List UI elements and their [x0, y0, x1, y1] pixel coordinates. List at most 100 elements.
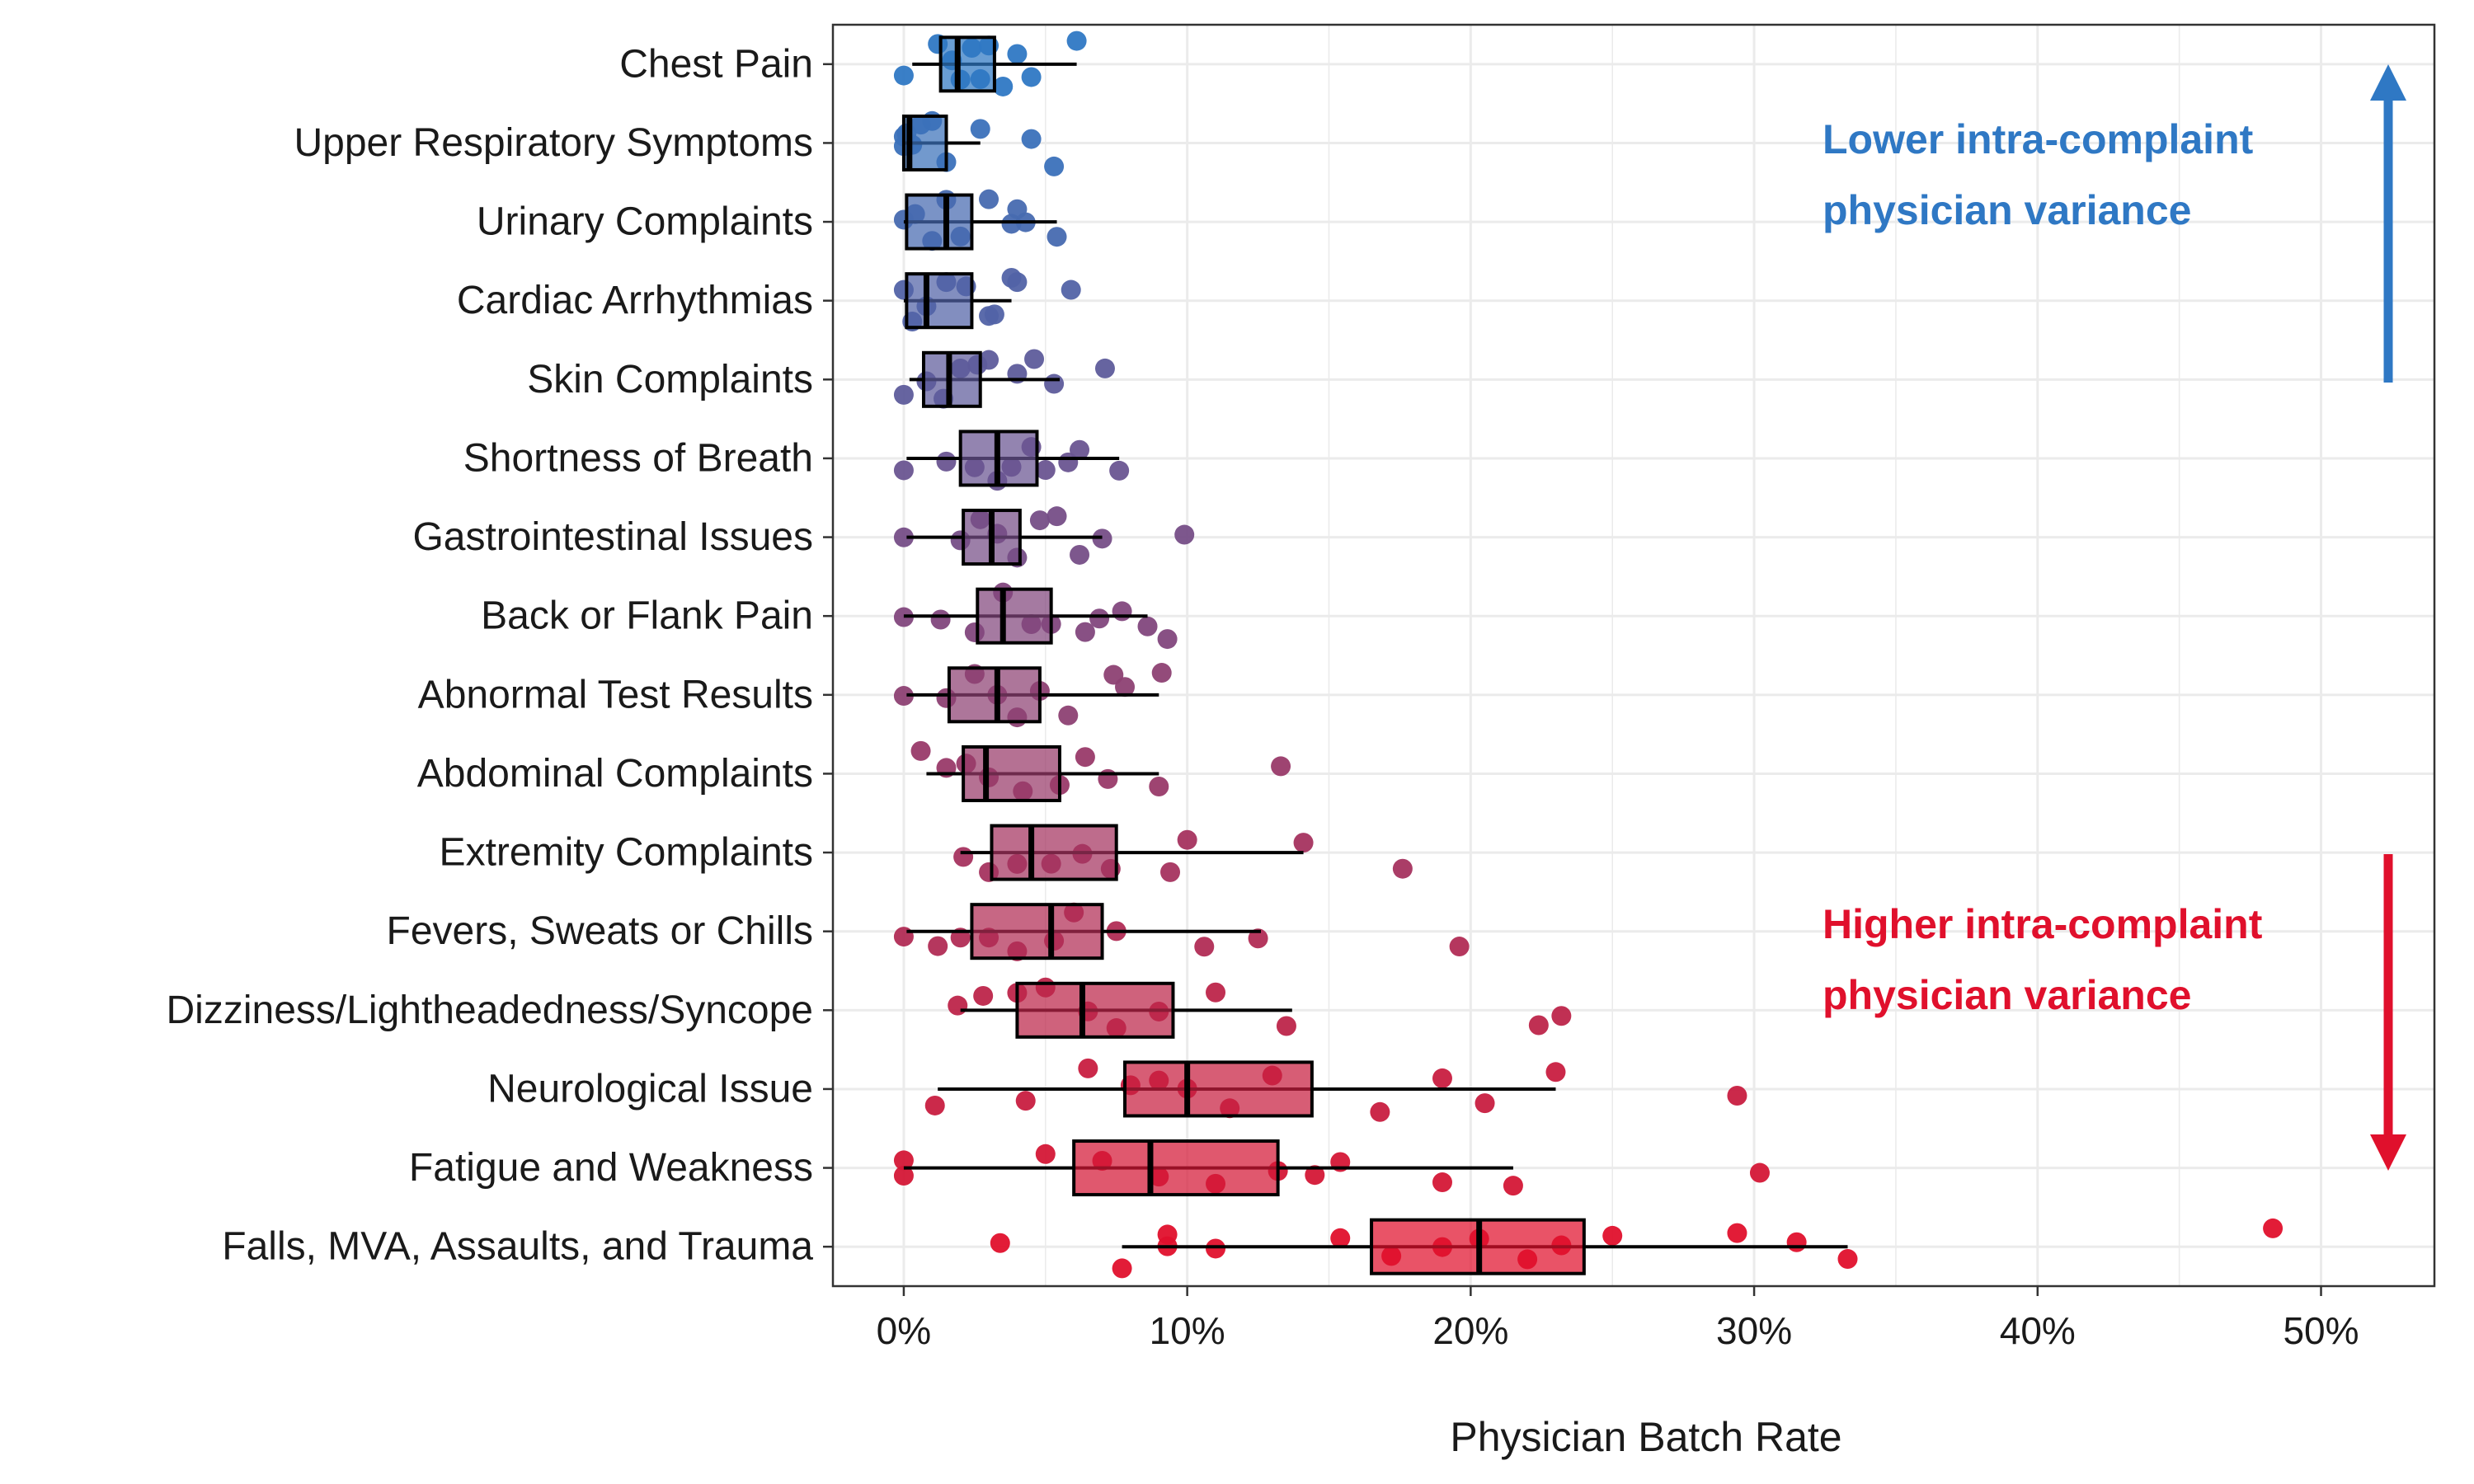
category-group: [893, 189, 1067, 251]
data-point: [1602, 1225, 1623, 1246]
data-point: [1061, 279, 1081, 300]
data-point: [1015, 1091, 1036, 1111]
data-point: [893, 927, 914, 947]
data-point: [1449, 937, 1470, 957]
plot-background: [833, 25, 2434, 1286]
data-point: [1035, 460, 1056, 481]
x-axis-title: Physician Batch Rate: [1450, 1414, 1841, 1460]
data-point: [1194, 937, 1215, 957]
category-label: Back or Flank Pain: [481, 594, 813, 638]
category-group: [893, 902, 1470, 961]
data-point: [1503, 1176, 1523, 1196]
box: [962, 744, 1061, 802]
category-group: [893, 430, 1130, 491]
category-group: [910, 740, 1291, 802]
data-point: [1151, 663, 1172, 683]
plot-border: [831, 23, 2436, 1288]
category-label: Falls, MVA, Assaults, and Trauma: [222, 1225, 813, 1269]
box: [976, 587, 1053, 645]
data-point: [979, 350, 999, 370]
data-point: [1786, 1232, 1807, 1252]
category-label: Abnormal Test Results: [418, 673, 813, 716]
category-label: Shortness of Breath: [463, 436, 813, 480]
category-label: Cardiac Arrhythmias: [457, 279, 813, 322]
data-point: [1475, 1093, 1495, 1114]
data-point: [1149, 777, 1169, 797]
data-point: [970, 119, 990, 139]
box: [1123, 1060, 1314, 1118]
data-point: [1206, 1238, 1226, 1259]
data-point: [1174, 524, 1195, 545]
data-point: [893, 460, 914, 481]
data-point: [1035, 1144, 1056, 1164]
data-point: [1007, 272, 1028, 293]
category-group: [893, 582, 1178, 650]
x-tick-label: 40%: [2000, 1309, 2076, 1352]
data-point: [1370, 1101, 1390, 1122]
data-point: [1089, 608, 1110, 629]
category-group: [893, 506, 1195, 568]
data-point: [1727, 1085, 1747, 1106]
data-point: [953, 847, 974, 867]
data-point: [1749, 1162, 1770, 1183]
category-group: [953, 824, 1413, 882]
data-point: [1044, 373, 1065, 394]
category-group: [893, 349, 1115, 409]
category-label: Urinary Complaints: [477, 200, 813, 244]
data-point: [1206, 982, 1226, 1003]
data-point: [1047, 506, 1067, 527]
down-arrow-icon: [2370, 1134, 2406, 1171]
annotations: Lower intra-complaint physician variance H…: [1823, 64, 2406, 1171]
category-group: [893, 268, 1081, 331]
box: [990, 824, 1118, 881]
box: [1072, 1139, 1280, 1197]
data-point: [1109, 460, 1130, 481]
grid: [833, 25, 2434, 1286]
annotation-text: Higher intra-complaint: [1823, 901, 2263, 947]
data-point: [928, 936, 948, 956]
data-point: [1112, 601, 1132, 622]
category-label: Fevers, Sweats or Chills: [387, 909, 813, 953]
data-point: [1305, 1165, 1325, 1186]
category-label: Gastrointestinal Issues: [412, 515, 813, 559]
category-group: [893, 31, 1087, 96]
data-point: [1551, 1006, 1572, 1026]
data-point: [1432, 1068, 1452, 1088]
category-label: Dizziness/Lightheadedness/Syncope: [167, 989, 814, 1032]
axes: Chest Pain Upper Respiratory Symptoms Urin…: [167, 42, 2359, 1352]
data-point: [1293, 833, 1314, 853]
data-point: [1021, 67, 1042, 87]
data-point: [1094, 358, 1115, 378]
x-tick-label: 0%: [877, 1309, 931, 1352]
box: [938, 35, 996, 93]
data-point: [910, 740, 931, 761]
data-point: [893, 65, 914, 86]
annotation-text: physician variance: [1823, 972, 2191, 1018]
data-point: [1075, 622, 1095, 642]
data-point: [1066, 31, 1087, 51]
category-label: Fatigue and Weakness: [409, 1146, 813, 1190]
data-point: [948, 995, 968, 1016]
data-point: [930, 609, 951, 630]
category-group: [893, 1139, 1770, 1197]
data-point: [1044, 156, 1065, 176]
data-point: [1070, 544, 1090, 565]
box: [1015, 981, 1175, 1039]
category-group: [893, 663, 1172, 728]
category-group: [893, 110, 1065, 176]
data-point: [1545, 1062, 1566, 1082]
category-label: Neurological Issue: [487, 1067, 813, 1111]
data-point: [893, 384, 914, 405]
data-point: [1137, 616, 1158, 636]
box: [905, 193, 974, 251]
chart-marks: [893, 31, 2284, 1279]
data-point: [1029, 510, 1050, 531]
category-group: [948, 977, 1572, 1039]
data-point: [893, 1166, 914, 1186]
data-point: [924, 1095, 945, 1115]
data-point: [1112, 1258, 1132, 1279]
data-point: [1837, 1249, 1858, 1270]
data-point: [1021, 129, 1042, 149]
data-point: [1075, 747, 1095, 768]
